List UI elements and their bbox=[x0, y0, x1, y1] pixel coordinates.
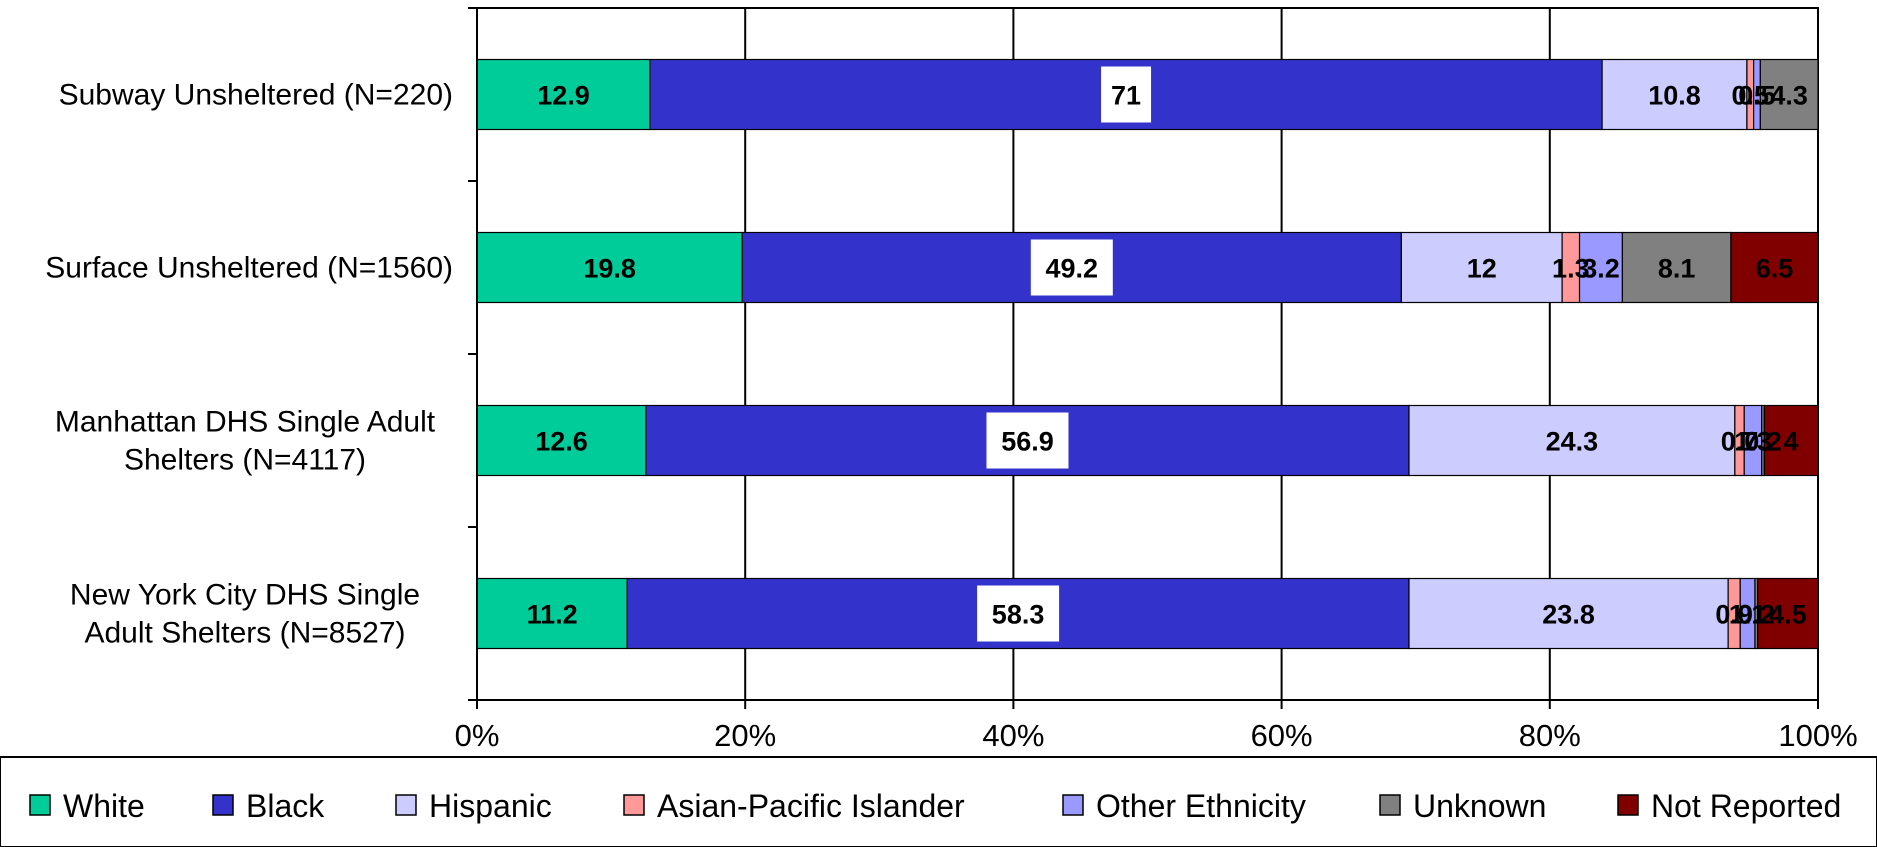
data-label: 23.8 bbox=[1542, 600, 1595, 630]
data-label: 4.5 bbox=[1769, 600, 1807, 630]
data-label: 12.6 bbox=[535, 427, 588, 457]
legend-swatch bbox=[1062, 794, 1084, 816]
x-tick-label: 0% bbox=[455, 718, 500, 753]
legend-label: Unknown bbox=[1413, 788, 1546, 824]
data-label: 56.9 bbox=[1001, 427, 1054, 457]
data-label: 10.8 bbox=[1648, 81, 1701, 111]
bar-segment-unknown bbox=[1759, 58, 1819, 131]
data-label: 12 bbox=[1467, 254, 1497, 284]
bar-segment-not-reported bbox=[1757, 577, 1819, 650]
bar-segment-not-reported bbox=[1763, 404, 1819, 477]
data-label: 12.9 bbox=[537, 81, 590, 111]
category-label-line: Shelters (N=4117) bbox=[124, 444, 366, 477]
x-tick-label: 60% bbox=[1251, 718, 1313, 753]
data-label-background bbox=[986, 412, 1069, 469]
data-label: 4 bbox=[1784, 427, 1799, 457]
legend-label: Other Ethnicity bbox=[1096, 788, 1306, 824]
legend-frame bbox=[0, 756, 1877, 847]
axes bbox=[468, 7, 1819, 709]
category-label-line: Surface Unsheltered (N=1560) bbox=[45, 252, 453, 285]
data-label: 24.3 bbox=[1546, 427, 1599, 457]
data-label: 1.1 bbox=[1729, 600, 1767, 630]
x-tick-labels: 0% 20% 40% 60% 80% 100% bbox=[455, 718, 1858, 753]
data-label: 1.3 bbox=[1552, 254, 1590, 284]
bar-segment-hispanic bbox=[1408, 404, 1736, 477]
bar-segment-unknown bbox=[1621, 231, 1732, 304]
data-label: 3.2 bbox=[1582, 254, 1620, 284]
legend-label: White bbox=[63, 788, 145, 824]
legend-swatch bbox=[623, 794, 645, 816]
data-label: 0.5 bbox=[1738, 81, 1776, 111]
legend-swatch bbox=[1379, 794, 1401, 816]
data-label: 0.2 bbox=[1738, 600, 1776, 630]
x-tick-label: 80% bbox=[1519, 718, 1581, 753]
legend-swatch bbox=[395, 794, 417, 816]
data-label: 8.1 bbox=[1658, 254, 1696, 284]
legend-swatch bbox=[29, 794, 51, 816]
data-label: 0.5 bbox=[1732, 81, 1770, 111]
legend-label: Asian-Pacific Islander bbox=[657, 788, 965, 824]
bar-segment-not-reported bbox=[1730, 231, 1819, 304]
data-label: 19.8 bbox=[583, 254, 636, 284]
data-label: 4.3 bbox=[1770, 81, 1808, 111]
x-tick-label: 40% bbox=[982, 718, 1044, 753]
bars bbox=[476, 58, 1819, 650]
data-label-background bbox=[1030, 239, 1113, 296]
category-label: Surface Unsheltered (N=1560) bbox=[45, 252, 453, 285]
data-label-background bbox=[977, 585, 1060, 642]
data-label: 11.2 bbox=[527, 600, 578, 630]
legend-label: Hispanic bbox=[429, 788, 552, 824]
data-label: 6.5 bbox=[1756, 254, 1794, 284]
bar-segment-white bbox=[476, 58, 651, 131]
category-label-line: Adult Shelters (N=8527) bbox=[84, 617, 405, 650]
data-label: 0.7 bbox=[1721, 427, 1759, 457]
x-tick-label: 100% bbox=[1778, 718, 1857, 753]
data-label-background bbox=[1101, 66, 1152, 123]
legend-swatch bbox=[212, 794, 234, 816]
category-label-line: New York City DHS Single bbox=[70, 579, 420, 612]
category-label: Subway Unsheltered (N=220) bbox=[59, 79, 453, 112]
legend: White Black Hispanic Asian-Pacific Islander… bbox=[0, 756, 1877, 847]
legend-label: Not Reported bbox=[1651, 788, 1841, 824]
data-label: 0.9 bbox=[1715, 600, 1753, 630]
category-label-line: Manhattan DHS Single Adult bbox=[55, 406, 436, 439]
segment-labels: 12.9 71 10.8 0.50.54.319.8 49.2 12 1.33.2 8.1 6.… bbox=[527, 66, 1808, 642]
bar-segment-hispanic bbox=[1408, 577, 1729, 650]
legend-swatch bbox=[1617, 794, 1639, 816]
data-label: 0.2 bbox=[1744, 427, 1782, 457]
bar-segment-white bbox=[476, 231, 743, 304]
data-label: 49.2 bbox=[1046, 254, 1099, 284]
legend-label: Black bbox=[246, 788, 325, 824]
category-label-line: Subway Unsheltered (N=220) bbox=[59, 79, 453, 112]
category-label: Manhattan DHS Single Adult Shelters (N=41… bbox=[55, 406, 436, 477]
bar-segment-hispanic bbox=[1400, 231, 1563, 304]
data-label: 1.3 bbox=[1734, 427, 1772, 457]
category-labels: Subway Unsheltered (N=220) Surface Unshel… bbox=[45, 79, 453, 650]
data-label: 71 bbox=[1111, 81, 1141, 111]
x-tick-label: 20% bbox=[714, 718, 776, 753]
data-label: 58.3 bbox=[992, 600, 1045, 630]
bar-segment-hispanic bbox=[1601, 58, 1748, 131]
category-label: New York City DHS Single Adult Shelters (… bbox=[70, 579, 420, 650]
